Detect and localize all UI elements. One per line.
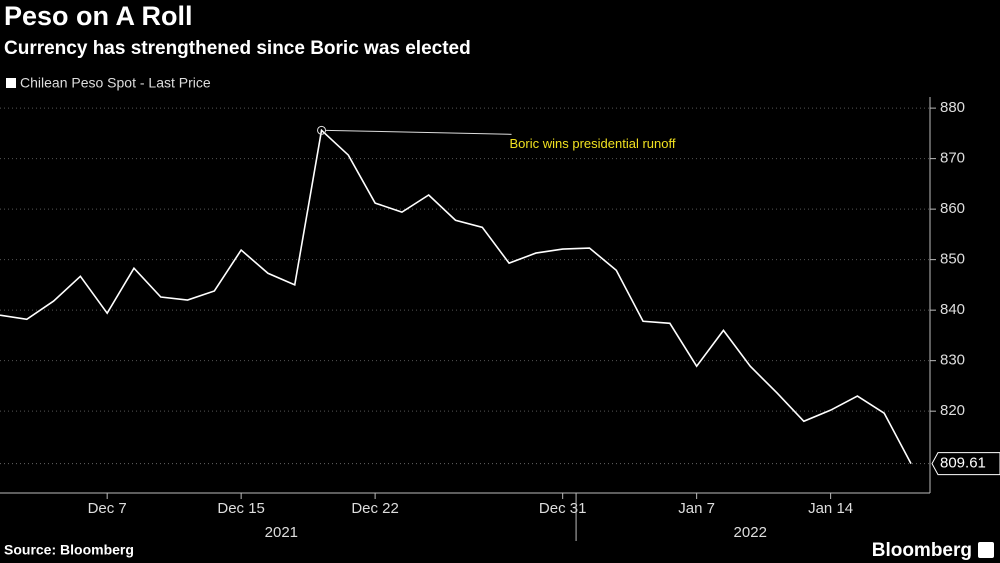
brand: Bloomberg	[872, 540, 972, 561]
x-tick-label: Dec 15	[217, 500, 265, 517]
legend-label: Chilean Peso Spot - Last Price	[20, 75, 211, 91]
line-series	[0, 128, 912, 465]
last-value-label: 809.61	[940, 455, 986, 472]
x-tick-label: Jan 14	[808, 500, 853, 517]
source: Source: Bloomberg	[4, 542, 134, 558]
annotation-marker	[317, 125, 327, 135]
brand-icon	[978, 542, 994, 558]
y-tick-label: 880	[940, 99, 965, 116]
last-value-box	[931, 452, 1000, 476]
x-tick-label: Dec 22	[351, 500, 399, 517]
annotation-leader	[325, 129, 512, 135]
x-group-label: 2021	[265, 524, 298, 541]
y-tick-label: 860	[940, 200, 965, 217]
y-tick-label: 840	[940, 301, 965, 318]
annotation-text: Boric wins presidential runoff	[510, 136, 676, 151]
x-tick-label: Jan 7	[678, 500, 715, 517]
x-tick-label: Dec 7	[88, 500, 127, 517]
legend-swatch	[6, 78, 16, 88]
chart-subtitle: Currency has strengthened since Boric wa…	[4, 38, 471, 59]
chart-title: Peso on A Roll	[4, 1, 193, 31]
y-tick-label: 820	[940, 402, 965, 419]
y-tick-label: 830	[940, 352, 965, 369]
x-group-label: 2022	[734, 524, 767, 541]
x-tick-label: Dec 31	[539, 500, 587, 517]
y-tick-label: 850	[940, 251, 965, 268]
y-tick-label: 870	[940, 150, 965, 167]
